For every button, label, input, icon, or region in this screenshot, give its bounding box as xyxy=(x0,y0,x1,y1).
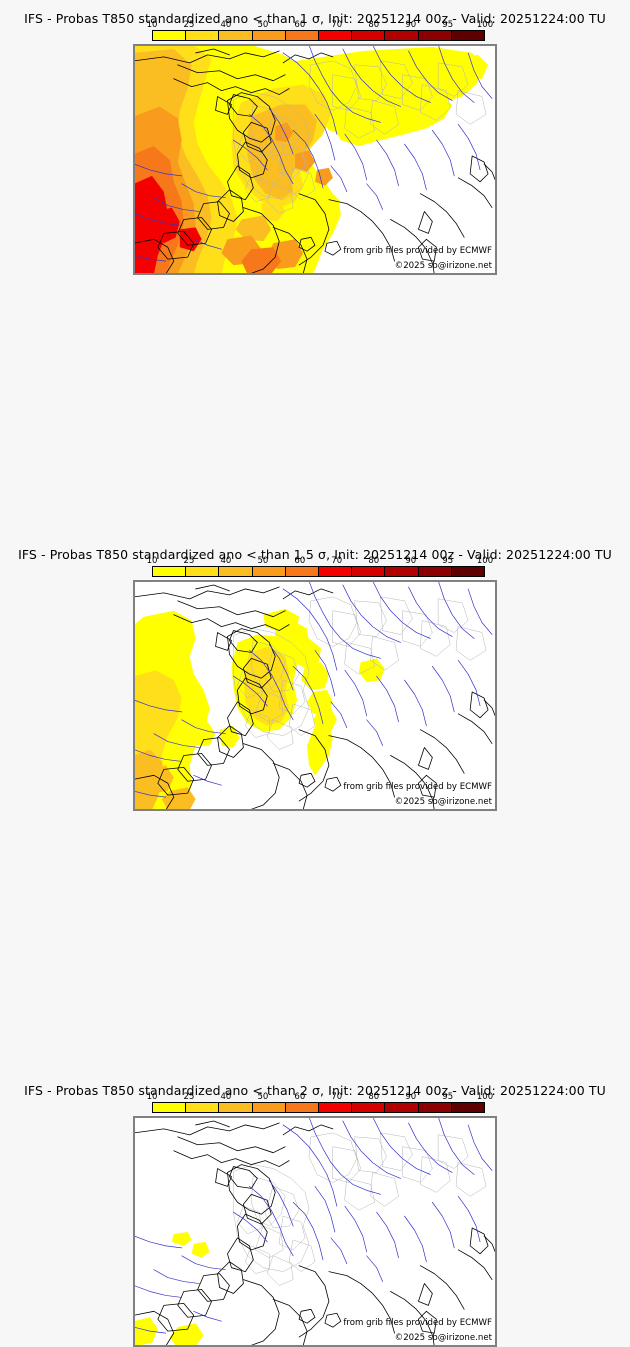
colorbar-tick-90: 90 xyxy=(405,1092,417,1102)
colorbar-tick-50: 50 xyxy=(257,20,269,30)
colorbar-swatch-2 xyxy=(219,31,253,40)
colorbar-swatch-1 xyxy=(186,31,220,40)
colorbar-tick-40: 40 xyxy=(220,20,232,30)
colorbar-tick-60: 60 xyxy=(294,1092,306,1102)
colorbar-tick-70: 70 xyxy=(331,1092,343,1102)
colorbar-swatch-9 xyxy=(451,31,485,40)
colorbar-tick-60: 60 xyxy=(294,20,306,30)
colorbar-tick-95: 95 xyxy=(442,20,454,30)
attribution-source-1: from grib files provided by ECMWF xyxy=(343,246,492,256)
colorbar-tick-80: 80 xyxy=(368,1092,380,1102)
colorbar-tick-80: 80 xyxy=(368,20,380,30)
colorbar-gradient-3 xyxy=(152,1102,485,1113)
colorbar-swatch-9 xyxy=(451,567,485,576)
colorbar-swatch-7 xyxy=(385,31,419,40)
attribution-source-2: from grib files provided by ECMWF xyxy=(343,782,492,792)
colorbar-swatch-0 xyxy=(153,1103,187,1112)
colorbar-swatch-6 xyxy=(352,567,386,576)
colorbar-swatch-4 xyxy=(285,1103,320,1112)
forecast-panel-3: IFS - Probas T850 standardized ano < tha… xyxy=(0,536,630,1347)
colorbar-swatch-3 xyxy=(252,1103,286,1112)
panel-title-2: IFS - Probas T850 standardized ano < tha… xyxy=(18,547,612,562)
colorbar-tick-10: 10 xyxy=(146,20,158,30)
colorbar-tick-70: 70 xyxy=(331,20,343,30)
colorbar-tick-70: 70 xyxy=(331,556,343,566)
colorbar-swatch-3 xyxy=(252,567,286,576)
map-canvas-1[interactable]: from grib files provided by ECMWF ©2025 … xyxy=(133,44,497,275)
colorbar-swatch-9 xyxy=(451,1103,485,1112)
colorbar-tick-labels-1: 10 25 40 50 60 70 80 90 95 100 xyxy=(147,20,494,31)
colorbar-swatch-2 xyxy=(219,1103,253,1112)
attribution-copyright-3: ©2025 sb@irizone.net xyxy=(394,1333,492,1343)
colorbar-swatch-5 xyxy=(319,567,353,576)
colorbar-swatch-8 xyxy=(418,567,452,576)
colorbar-tick-100: 100 xyxy=(476,1092,494,1102)
colorbar-tick-60: 60 xyxy=(294,556,306,566)
probability-shading-2 xyxy=(134,608,385,810)
map-frame-2 xyxy=(134,581,496,810)
colorbar-tick-95: 95 xyxy=(442,556,454,566)
colorbar-swatch-1 xyxy=(186,1103,220,1112)
colorbar-gradient-2 xyxy=(152,566,485,577)
colorbar-tick-10: 10 xyxy=(146,1092,158,1102)
colorbar-swatch-4 xyxy=(285,31,320,40)
colorbar-swatch-0 xyxy=(153,31,187,40)
colorbar-tick-25: 25 xyxy=(183,556,195,566)
colorbar-1: 10 25 40 50 60 70 80 90 95 100 xyxy=(147,20,494,41)
colorbar-tick-100: 100 xyxy=(476,20,494,30)
colorbar-swatch-1 xyxy=(186,567,220,576)
attribution-source-3: from grib files provided by ECMWF xyxy=(343,1318,492,1328)
attribution-copyright-2: ©2025 sb@irizone.net xyxy=(394,797,492,807)
panel-title-1: IFS - Probas T850 standardized ano < tha… xyxy=(24,11,606,26)
colorbar-gradient-1 xyxy=(152,30,485,41)
colorbar-swatch-8 xyxy=(418,1103,452,1112)
colorbar-swatch-7 xyxy=(385,1103,419,1112)
attribution-copyright-1: ©2025 sb@irizone.net xyxy=(394,261,492,271)
map-borders-2 xyxy=(134,581,496,810)
map-canvas-3[interactable]: from grib files provided by ECMWF ©2025 … xyxy=(133,1116,497,1347)
colorbar-tick-50: 50 xyxy=(257,556,269,566)
colorbar-swatch-5 xyxy=(319,1103,353,1112)
colorbar-tick-labels-2: 10 25 40 50 60 70 80 90 95 100 xyxy=(147,556,494,567)
colorbar-swatch-5 xyxy=(319,31,353,40)
colorbar-3: 10 25 40 50 60 70 80 90 95 100 xyxy=(147,1092,493,1113)
colorbar-2: 10 25 40 50 60 70 80 90 95 100 xyxy=(147,556,494,577)
map-canvas-2[interactable]: from grib files provided by ECMWF ©2025 … xyxy=(133,580,497,811)
map-frame-1 xyxy=(134,45,496,274)
forecast-panel-1: IFS - Probas T850 standardized ano < tha… xyxy=(0,0,630,275)
colorbar-tick-90: 90 xyxy=(405,556,417,566)
forecast-panel-2: IFS - Probas T850 standardized ano < tha… xyxy=(0,268,630,811)
colorbar-tick-90: 90 xyxy=(405,20,417,30)
colorbar-swatch-2 xyxy=(219,567,253,576)
colorbar-swatch-3 xyxy=(252,31,286,40)
colorbar-tick-25: 25 xyxy=(183,20,195,30)
colorbar-tick-25: 25 xyxy=(183,1092,195,1102)
map-borders-1 xyxy=(134,45,496,274)
colorbar-swatch-0 xyxy=(153,567,187,576)
colorbar-tick-50: 50 xyxy=(257,1092,269,1102)
colorbar-swatch-8 xyxy=(418,31,452,40)
colorbar-tick-100: 100 xyxy=(476,556,494,566)
colorbar-tick-40: 40 xyxy=(220,1092,232,1102)
colorbar-swatch-6 xyxy=(352,1103,386,1112)
colorbar-tick-80: 80 xyxy=(368,556,380,566)
colorbar-tick-95: 95 xyxy=(442,1092,454,1102)
colorbar-swatch-4 xyxy=(285,567,320,576)
colorbar-swatch-6 xyxy=(352,31,386,40)
colorbar-tick-40: 40 xyxy=(220,556,232,566)
colorbar-tick-10: 10 xyxy=(146,556,158,566)
colorbar-swatch-7 xyxy=(385,567,419,576)
